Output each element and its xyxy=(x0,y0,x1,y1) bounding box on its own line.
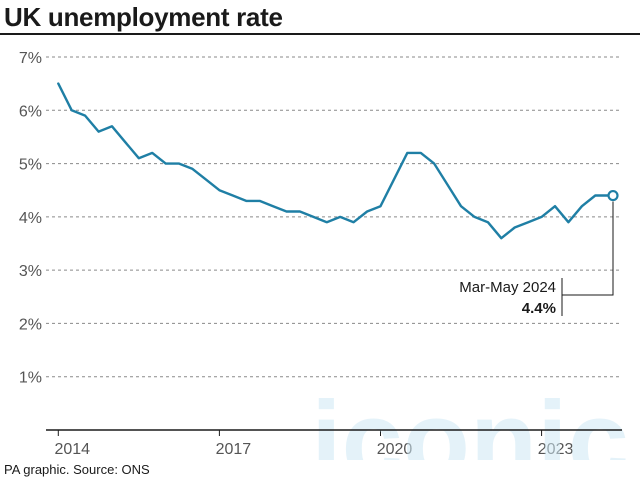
title-rule xyxy=(0,33,640,35)
callout: Mar-May 2024 4.4% xyxy=(459,189,619,317)
y-tick-label: 1% xyxy=(19,370,42,387)
x-tick-label: 2014 xyxy=(54,441,90,458)
y-tick-label: 6% xyxy=(19,103,42,120)
x-axis-ticks: 2014 2017 2020 2023 xyxy=(54,430,573,458)
x-tick-label: 2020 xyxy=(377,441,413,458)
source-credit: PA graphic. Source: ONS xyxy=(4,462,150,477)
chart-title: UK unemployment rate xyxy=(4,2,283,32)
iconic-watermark: iconic xyxy=(311,379,629,460)
latest-point-marker xyxy=(607,189,619,202)
gridlines xyxy=(46,56,622,378)
x-tick-label: 2017 xyxy=(216,441,252,458)
series-line xyxy=(57,82,610,240)
y-tick-label: 3% xyxy=(19,263,42,280)
x-tick-label: 2023 xyxy=(538,441,574,458)
callout-value: 4.4% xyxy=(522,300,556,317)
callout-leader-line xyxy=(562,201,614,296)
watermark-text: iconic xyxy=(311,379,629,460)
y-tick-label: 5% xyxy=(19,157,42,174)
callout-label: Mar-May 2024 xyxy=(459,279,556,296)
y-tick-label: 4% xyxy=(19,210,42,227)
line-chart: 1% 2% 3% 4% 5% 6% 7% 2014 2017 2020 2023 iconic M… xyxy=(19,50,629,460)
y-tick-label: 2% xyxy=(19,316,42,333)
y-axis-ticks: 1% 2% 3% 4% 5% 6% 7% xyxy=(19,50,42,387)
y-tick-label: 7% xyxy=(19,50,42,67)
